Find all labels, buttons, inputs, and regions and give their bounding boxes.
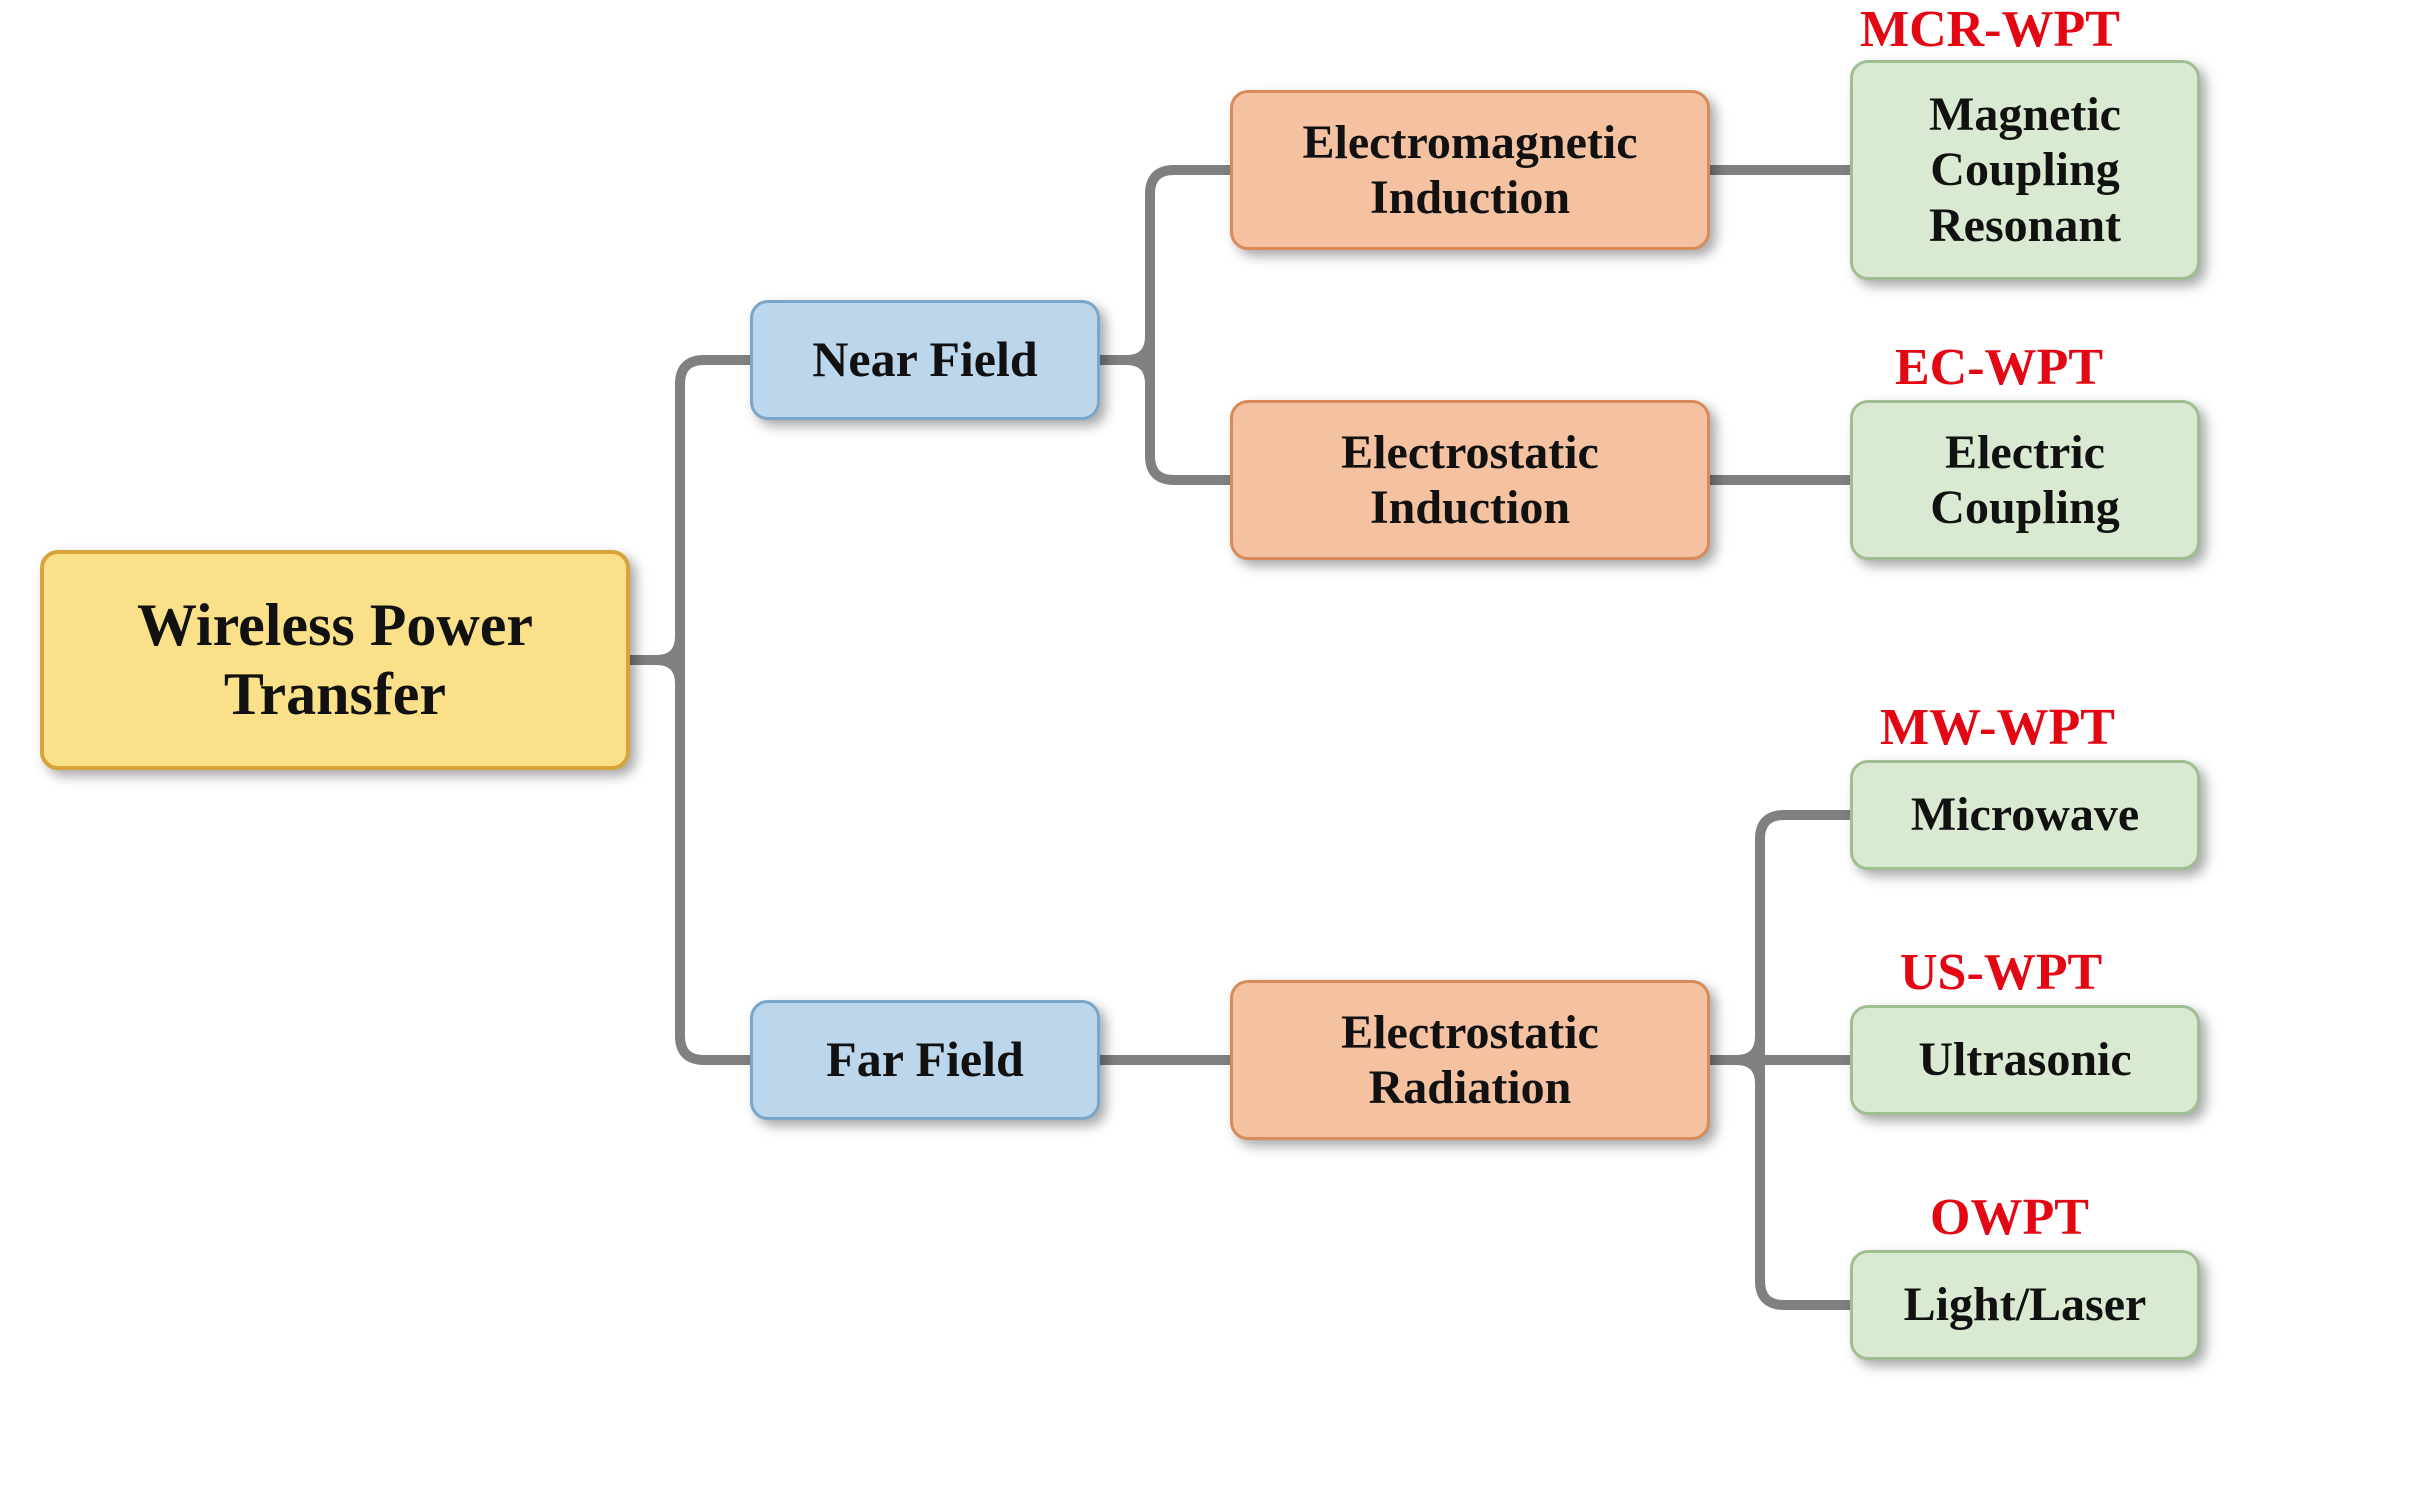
node-mcr: Magnetic Coupling Resonant — [1850, 60, 2200, 280]
abbr-us: US-WPT — [1900, 943, 2102, 1002]
node-far_field: Far Field — [750, 1000, 1100, 1120]
node-mw: Microwave — [1850, 760, 2200, 870]
abbr-mw: MW-WPT — [1880, 698, 2115, 757]
node-ec: Electric Coupling — [1850, 400, 2200, 560]
diagram-stage: Wireless Power Transfer Near Field Far Fie… — [0, 0, 2432, 1488]
abbr-owpt: OWPT — [1930, 1188, 2089, 1247]
node-us: Ultrasonic — [1850, 1005, 2200, 1115]
node-em_induction: Electromagnetic Induction — [1230, 90, 1710, 250]
node-es_induction: Electrostatic Induction — [1230, 400, 1710, 560]
node-owpt: Light/Laser — [1850, 1250, 2200, 1360]
abbr-ec: EC-WPT — [1895, 338, 2103, 397]
abbr-mcr: MCR-WPT — [1860, 0, 2120, 59]
node-es_radiation: Electrostatic Radiation — [1230, 980, 1710, 1140]
node-near_field: Near Field — [750, 300, 1100, 420]
node-root: Wireless Power Transfer — [40, 550, 630, 770]
